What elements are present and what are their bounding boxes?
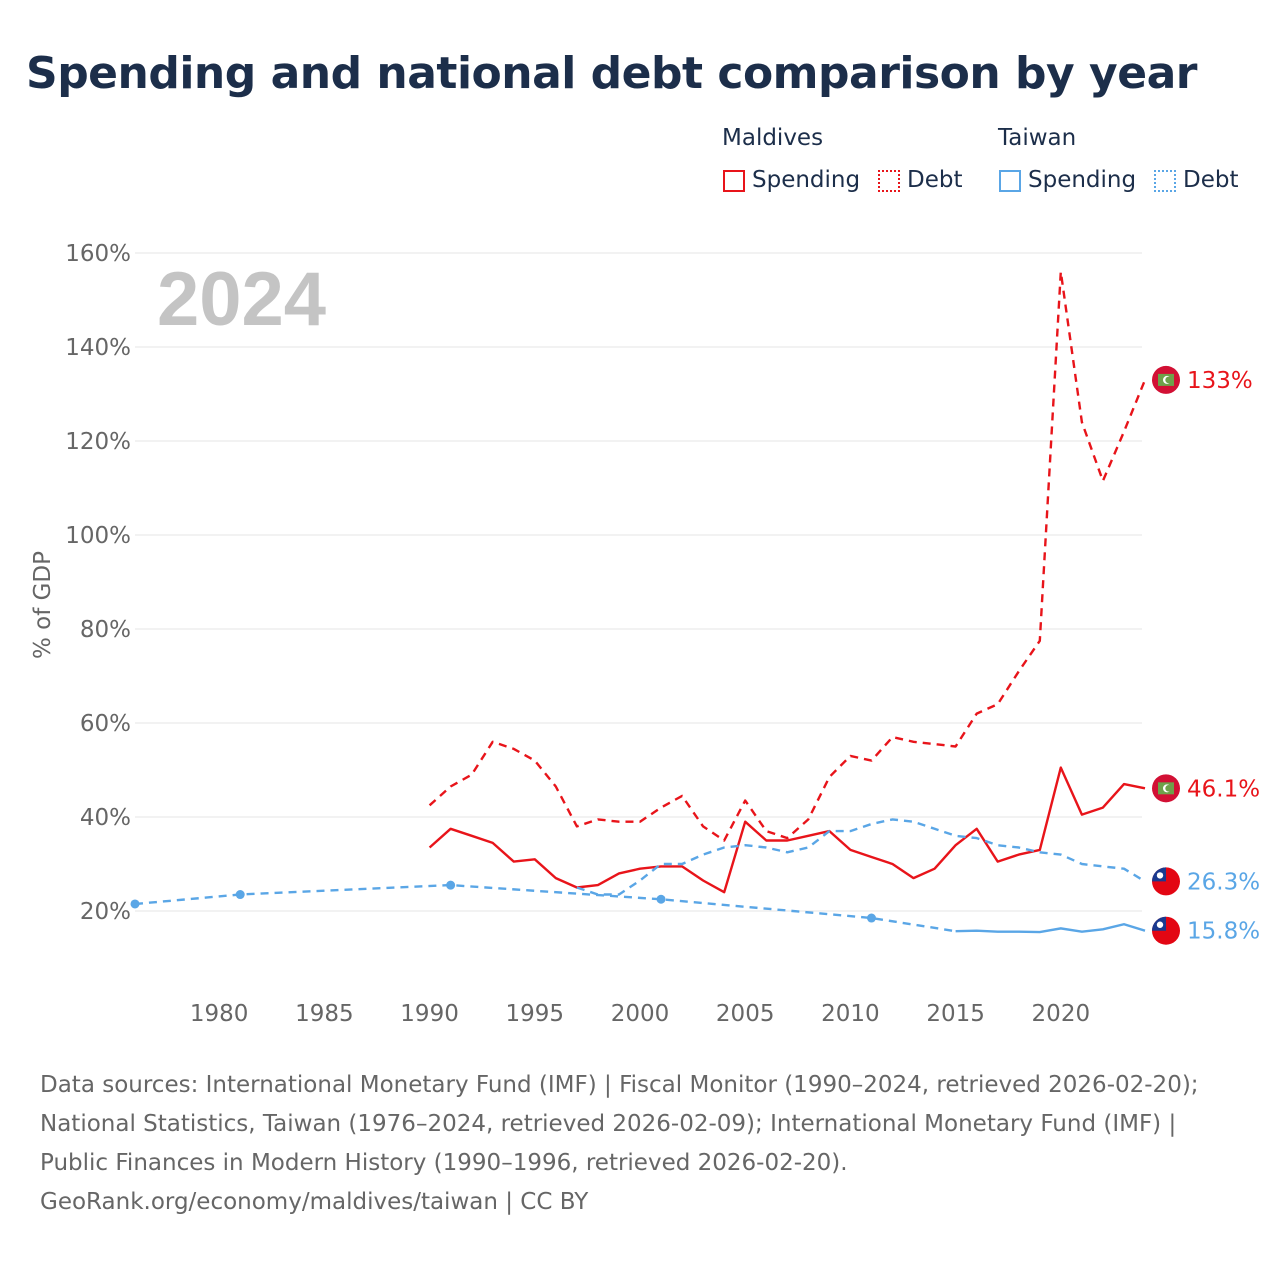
line-chart: 2024 20%40%60%80%100%120%140%160% 1980 19… [30, 241, 1260, 1027]
legend-swatch-taiwan-debt [1154, 170, 1176, 192]
maldives-spending-end-marker: 46.1% [1152, 774, 1260, 803]
x-tick-label: 2010 [821, 1001, 880, 1027]
maldives-flag-crescent-cut [1165, 785, 1172, 792]
x-tick-label: 2000 [611, 1001, 670, 1027]
gridlines [135, 252, 1142, 912]
x-axis-ticks: 1980 1985 1990 1995 2000 2005 2010 2015 2020 [190, 1001, 1090, 1027]
end-label-value: 26.3% [1187, 869, 1260, 895]
taiwan-spending-end-marker: 15.8% [1152, 916, 1260, 945]
legend-swatch-maldives-debt [878, 170, 900, 192]
legend-group-taiwan: Taiwan [998, 125, 1077, 151]
x-tick-label: 1990 [400, 1001, 459, 1027]
taiwan-spending-line [955, 922, 1146, 934]
end-label-value: 15.8% [1187, 919, 1260, 945]
x-tick-label: 1985 [295, 1001, 354, 1027]
y-tick-label: 40% [80, 805, 131, 831]
maldives-debt-line [428, 270, 1147, 842]
y-tick-label: 120% [65, 429, 131, 455]
sources-line-2: National Statistics, Taiwan (1976–2024, … [40, 1111, 1177, 1137]
sources-line-1: Data sources: International Monetary Fun… [40, 1072, 1199, 1098]
data-sources: Data sources: International Monetary Fun… [40, 1066, 1250, 1222]
x-tick-label: 1995 [506, 1001, 565, 1027]
y-tick-label: 60% [80, 711, 131, 737]
end-label-value: 46.1% [1187, 776, 1260, 802]
y-axis-label: % of GDP [30, 551, 56, 659]
taiwan-flag-icon [1152, 867, 1180, 896]
taiwan-spending-point [446, 880, 456, 890]
maldives-spending-line [428, 766, 1146, 894]
x-tick-label: 2005 [716, 1001, 775, 1027]
maldives-flag-crescent-cut [1165, 376, 1172, 384]
x-tick-label: 2020 [1032, 1001, 1091, 1027]
page-title: Spending and national debt comparison by… [26, 48, 1197, 99]
sources-line-3: Public Finances in Modern History (1990–… [40, 1150, 848, 1176]
x-tick-label: 2015 [926, 1001, 985, 1027]
x-tick-label: 1980 [190, 1001, 249, 1027]
taiwan-flag-icon [1152, 916, 1180, 945]
end-labels: 133% 46.1% 26.3% 15.8% [1152, 365, 1260, 945]
legend-group-maldives: Maldives [722, 125, 824, 151]
legend-label-taiwan-debt: Debt [1183, 167, 1239, 193]
taiwan-spending-line-dashed [134, 883, 956, 933]
legend-label-maldives-spending: Spending [752, 167, 861, 193]
taiwan-flag-sun [1156, 872, 1164, 879]
series-lines [130, 270, 1147, 934]
maldives-flag-icon [1152, 365, 1180, 394]
sources-line-4: GeoRank.org/economy/maldives/taiwan | CC… [40, 1189, 589, 1215]
year-watermark: 2024 [157, 257, 326, 342]
y-axis-ticks: 20% 40% 60% 80% 100% 120% 140% 160% [65, 241, 131, 925]
taiwan-spending-point [656, 894, 666, 904]
taiwan-spending-point [130, 899, 140, 909]
legend-swatch-taiwan-spending [999, 170, 1021, 192]
y-tick-label: 80% [80, 617, 131, 643]
legend-swatch-maldives-spending [723, 170, 745, 192]
maldives-debt-end-marker: 133% [1152, 365, 1253, 394]
legend-label-maldives-debt: Debt [907, 167, 963, 193]
taiwan-spending-point [235, 890, 245, 900]
legend-label-taiwan-spending: Spending [1028, 167, 1137, 193]
y-tick-label: 140% [65, 335, 131, 361]
y-tick-label: 160% [65, 241, 131, 267]
taiwan-spending-point [866, 913, 876, 923]
maldives-flag-icon [1152, 774, 1180, 803]
taiwan-debt-line [576, 818, 1146, 896]
taiwan-flag-sun [1156, 921, 1164, 928]
taiwan-debt-end-marker: 26.3% [1152, 867, 1260, 896]
y-tick-label: 100% [65, 523, 131, 549]
y-tick-label: 20% [80, 899, 131, 925]
end-label-value: 133% [1187, 368, 1253, 394]
